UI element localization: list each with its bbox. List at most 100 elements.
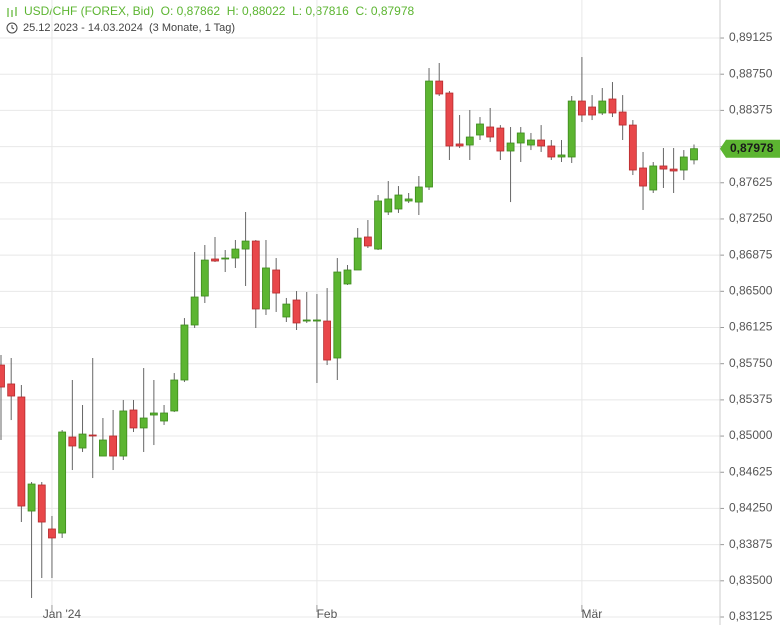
title-icon: [7, 7, 17, 17]
candle-body: [251, 240, 260, 310]
candle-body: [211, 258, 219, 262]
candle-body: [374, 200, 382, 250]
candle: [231, 239, 240, 268]
candle: [190, 252, 199, 328]
candle-body: [7, 383, 16, 397]
candle: [608, 82, 617, 118]
candle: [241, 212, 250, 287]
candle: [170, 373, 179, 413]
candle-body: [231, 248, 240, 259]
x-tick-label: Jan '24: [43, 607, 82, 621]
candle-body: [241, 240, 250, 250]
candle: [58, 429, 67, 538]
y-tick-label: 0,85000: [729, 428, 773, 442]
candle: [7, 357, 16, 421]
candle-body: [200, 259, 209, 297]
y-tick-label: 0,88375: [729, 103, 773, 117]
candle-body: [435, 80, 444, 95]
candle-body: [333, 271, 342, 359]
candle-body: [649, 165, 658, 191]
candle: [649, 162, 658, 193]
candle: [394, 186, 403, 213]
candle: [404, 192, 413, 204]
candle: [527, 132, 535, 151]
candle-body: [455, 143, 464, 147]
y-tick-label: 0,88750: [729, 66, 773, 80]
candle: [272, 258, 281, 312]
candle: [27, 481, 36, 598]
candle: [353, 228, 362, 271]
candle: [211, 236, 219, 262]
candle-body: [557, 154, 566, 158]
candle: [180, 318, 189, 383]
candle: [567, 96, 576, 163]
candle: [363, 220, 372, 248]
candle-body: [618, 111, 627, 126]
y-tick-label: 0,83875: [729, 537, 773, 551]
candle-body: [58, 431, 67, 534]
candle: [557, 140, 566, 163]
candle: [659, 148, 668, 188]
y-tick-label: 0,84250: [729, 501, 773, 515]
candle-body: [639, 167, 647, 187]
candle-body: [679, 156, 688, 171]
candle: [333, 258, 342, 380]
candle-body: [180, 324, 189, 381]
y-tick-label: 0,86500: [729, 283, 773, 297]
candle: [78, 404, 87, 452]
candle-body: [272, 269, 281, 294]
candle: [139, 368, 148, 452]
y-tick-label: 0,83500: [729, 573, 773, 587]
candle: [17, 385, 26, 523]
y-tick-label: 0,83125: [729, 609, 773, 623]
candle: [313, 294, 321, 383]
candle-body: [465, 136, 474, 146]
candle-body: [425, 80, 433, 188]
candle-body: [476, 123, 484, 136]
candle-body: [99, 439, 107, 457]
candle: [496, 125, 505, 160]
candle-body: [88, 434, 97, 437]
candle: [639, 151, 647, 210]
candle-body: [37, 484, 46, 523]
candle-body: [363, 236, 372, 247]
candle-body: [516, 132, 525, 144]
candle-body: [170, 379, 179, 412]
candle-body: [262, 267, 270, 310]
candle-body: [404, 198, 413, 202]
candle: [588, 95, 596, 121]
candle-body: [496, 127, 505, 152]
y-tick-label: 0,85750: [729, 356, 773, 370]
x-tick-label: Mär: [582, 607, 603, 621]
candle-body: [659, 165, 668, 170]
candle-body: [221, 257, 230, 260]
candle: [88, 357, 97, 479]
candle-body: [119, 410, 128, 457]
candle: [37, 481, 46, 579]
candle: [465, 110, 474, 160]
candle-body: [27, 483, 36, 512]
candle: [251, 239, 260, 328]
candle-body: [343, 269, 352, 285]
candle-body: [628, 124, 637, 171]
y-tick-label: 0,84625: [729, 464, 773, 478]
candle: [384, 181, 393, 215]
candle: [48, 515, 56, 579]
candle-body: [0, 364, 5, 388]
candle: [99, 418, 107, 457]
candle: [690, 144, 698, 165]
candle: [323, 288, 332, 366]
y-tick-label: 0,87625: [729, 175, 773, 189]
candle: [129, 399, 138, 433]
candle-body: [48, 528, 56, 539]
candle-body: [109, 435, 118, 457]
candle-body: [537, 139, 546, 147]
candle: [160, 404, 168, 425]
candle: [506, 126, 515, 203]
candle: [445, 90, 454, 160]
candle: [119, 399, 128, 460]
chart-title: USD/CHF (FOREX, Bid) O: 0,87862 H: 0,880…: [24, 4, 415, 18]
candle-body: [149, 412, 158, 416]
candle: [68, 379, 77, 471]
